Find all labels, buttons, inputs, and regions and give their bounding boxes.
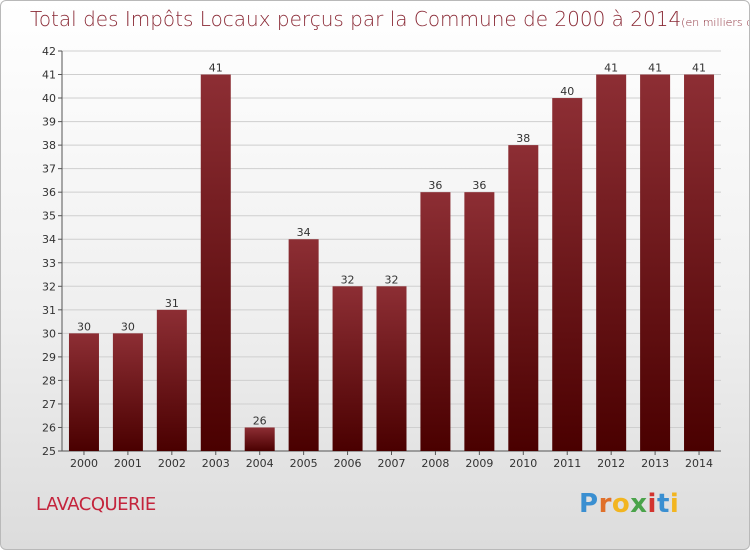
y-tick-label: 30 bbox=[42, 327, 56, 340]
logo-letter: i bbox=[669, 489, 680, 519]
x-tick-label-2008: 2008 bbox=[421, 457, 449, 470]
value-label-2005: 34 bbox=[297, 226, 311, 239]
x-tick-label-2009: 2009 bbox=[465, 457, 493, 470]
bars bbox=[68, 74, 715, 452]
x-tick-label-2012: 2012 bbox=[597, 457, 625, 470]
x-tick-label-2011: 2011 bbox=[553, 457, 581, 470]
y-axis-ticks: 25 26 27 28 29 30 31 32 33 34 35 36 37 38 39 40 41 42 bbox=[42, 45, 56, 458]
y-tick-label: 35 bbox=[42, 210, 56, 223]
y-tick-label: 34 bbox=[42, 233, 56, 246]
y-tick-label: 40 bbox=[42, 92, 56, 105]
x-tick-label-2014: 2014 bbox=[685, 457, 713, 470]
bar-2002 bbox=[156, 309, 187, 451]
value-label-2002: 31 bbox=[165, 297, 179, 310]
chart-title: Total des Impôts Locaux perçus par la Co… bbox=[30, 7, 749, 31]
bar-2011 bbox=[552, 98, 583, 451]
bar-2013 bbox=[640, 74, 671, 451]
value-label-2004: 26 bbox=[253, 414, 267, 427]
value-label-2007: 32 bbox=[385, 273, 399, 286]
value-labels: 30 30 31 41 26 34 32 32 36 36 38 40 41 41 41 bbox=[77, 62, 706, 428]
value-label-2000: 30 bbox=[77, 320, 91, 333]
y-tick-label: 27 bbox=[42, 398, 56, 411]
x-tick-label-2001: 2001 bbox=[114, 457, 142, 470]
x-tick-label-2010: 2010 bbox=[509, 457, 537, 470]
x-tick-label-2004: 2004 bbox=[246, 457, 274, 470]
y-tick-label: 42 bbox=[42, 45, 56, 58]
logo-letter: t bbox=[656, 489, 670, 519]
x-tick-label-2005: 2005 bbox=[290, 457, 318, 470]
y-tick-label: 39 bbox=[42, 116, 56, 129]
logo-letter: i bbox=[647, 489, 657, 519]
chart-title-unit: (en milliers d'€) bbox=[681, 16, 749, 29]
x-tick-label-2007: 2007 bbox=[378, 457, 406, 470]
y-tick-label: 25 bbox=[42, 445, 56, 458]
y-tick-label: 37 bbox=[42, 163, 56, 176]
proxiti-logo[interactable]: Proxiti bbox=[579, 489, 679, 519]
bar-2006 bbox=[332, 286, 363, 451]
y-tick-label: 26 bbox=[42, 421, 56, 434]
logo-letter: o bbox=[611, 489, 631, 519]
x-tick-label-2006: 2006 bbox=[334, 457, 362, 470]
x-tick-label-2013: 2013 bbox=[641, 457, 669, 470]
y-tick-label: 28 bbox=[42, 374, 56, 387]
bar-2001 bbox=[112, 333, 143, 451]
bar-2007 bbox=[376, 286, 407, 451]
bar-2008 bbox=[420, 192, 451, 452]
bar-2010 bbox=[508, 145, 539, 451]
bar-2012 bbox=[596, 74, 627, 451]
y-tick-label: 32 bbox=[42, 280, 56, 293]
value-label-2003: 41 bbox=[209, 62, 223, 75]
y-tick-label: 38 bbox=[42, 139, 56, 152]
x-tick-label-2000: 2000 bbox=[70, 457, 98, 470]
bar-2009 bbox=[464, 192, 495, 452]
chart-title-main: Total des Impôts Locaux perçus par la Co… bbox=[30, 7, 682, 31]
bar-2000 bbox=[68, 333, 99, 451]
value-label-2012: 41 bbox=[604, 62, 618, 75]
y-tick-label: 36 bbox=[42, 186, 56, 199]
value-label-2006: 32 bbox=[341, 273, 355, 286]
bar-2014 bbox=[684, 74, 715, 451]
value-label-2014: 41 bbox=[692, 62, 706, 75]
value-label-2001: 30 bbox=[121, 320, 135, 333]
x-tick-label-2002: 2002 bbox=[158, 457, 186, 470]
x-tick-label-2003: 2003 bbox=[202, 457, 230, 470]
logo-letter: x bbox=[630, 489, 648, 519]
y-tick-label: 31 bbox=[42, 304, 56, 317]
value-label-2013: 41 bbox=[648, 62, 662, 75]
bar-2004 bbox=[244, 427, 275, 451]
value-label-2008: 36 bbox=[428, 179, 442, 192]
value-label-2010: 38 bbox=[516, 132, 530, 145]
commune-name: LAVACQUERIE bbox=[36, 494, 156, 515]
value-label-2011: 40 bbox=[560, 85, 574, 98]
value-label-2009: 36 bbox=[472, 179, 486, 192]
y-tick-label: 29 bbox=[42, 351, 56, 364]
x-axis-ticks: 2000 2001 2002 2003 2004 2005 2006 2007 2008 2009… bbox=[70, 457, 713, 470]
bar-2005 bbox=[288, 239, 319, 451]
bar-2003 bbox=[200, 74, 231, 451]
y-tick-label: 33 bbox=[42, 257, 56, 270]
logo-letter: r bbox=[598, 489, 612, 519]
logo-letter: P bbox=[579, 489, 599, 519]
y-tick-label: 41 bbox=[42, 69, 56, 82]
